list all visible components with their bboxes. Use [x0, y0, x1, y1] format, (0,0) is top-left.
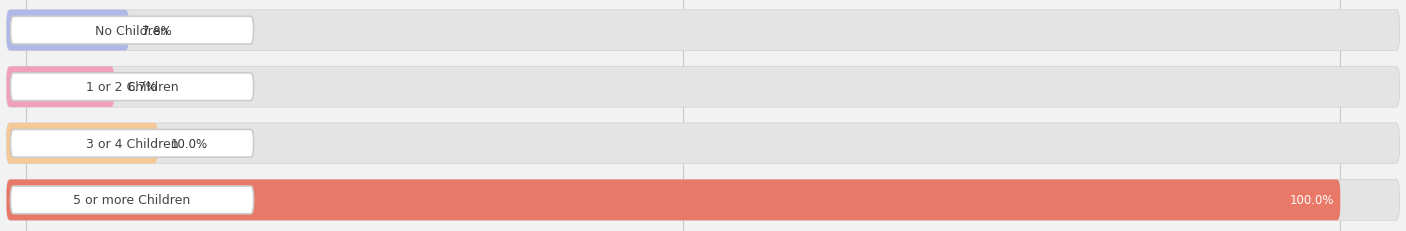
- FancyBboxPatch shape: [7, 11, 129, 51]
- FancyBboxPatch shape: [10, 17, 253, 45]
- Text: 10.0%: 10.0%: [170, 137, 208, 150]
- FancyBboxPatch shape: [7, 67, 1399, 108]
- FancyBboxPatch shape: [10, 186, 253, 214]
- FancyBboxPatch shape: [7, 180, 1340, 220]
- Text: 7.8%: 7.8%: [142, 24, 172, 37]
- Text: 5 or more Children: 5 or more Children: [73, 194, 191, 207]
- FancyBboxPatch shape: [10, 73, 253, 101]
- Text: No Children: No Children: [96, 24, 169, 37]
- Text: 1 or 2 Children: 1 or 2 Children: [86, 81, 179, 94]
- FancyBboxPatch shape: [7, 67, 114, 108]
- Text: 100.0%: 100.0%: [1289, 194, 1334, 207]
- FancyBboxPatch shape: [7, 123, 1399, 164]
- FancyBboxPatch shape: [10, 130, 253, 158]
- Text: 3 or 4 Children: 3 or 4 Children: [86, 137, 179, 150]
- FancyBboxPatch shape: [7, 180, 1399, 220]
- FancyBboxPatch shape: [7, 11, 1399, 51]
- FancyBboxPatch shape: [7, 123, 157, 164]
- Text: 6.7%: 6.7%: [128, 81, 157, 94]
